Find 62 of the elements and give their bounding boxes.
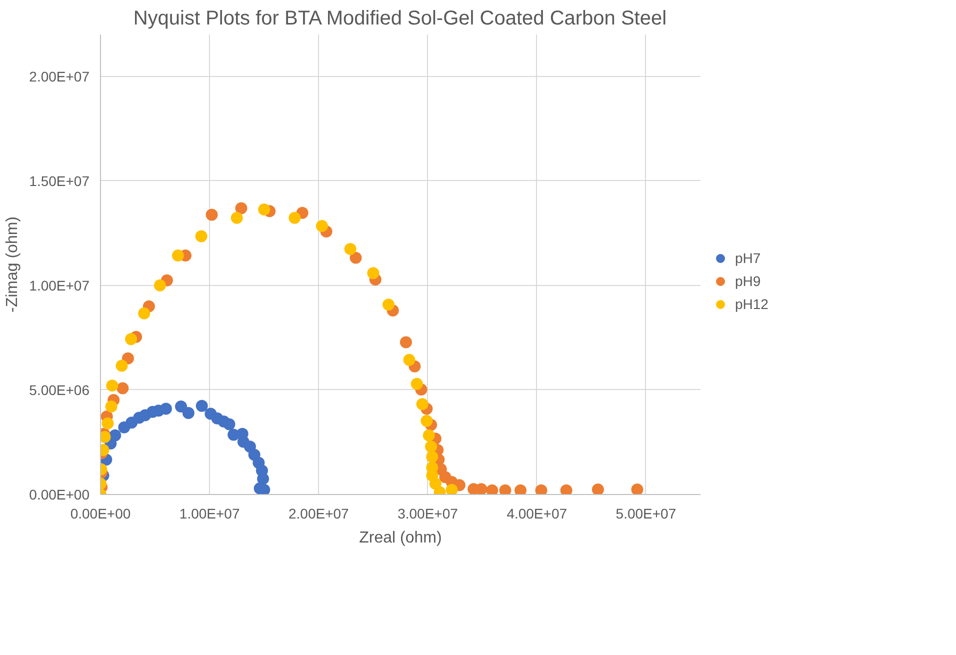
- chart-title: Nyquist Plots for BTA Modified Sol-Gel Coated Carbon Steel: [133, 8, 667, 30]
- y-tick-label: 2.00E+07: [29, 68, 90, 84]
- point: [350, 252, 362, 264]
- point: [420, 414, 433, 427]
- point: [410, 378, 423, 390]
- point: [182, 406, 194, 419]
- x-tick-label: 0.00E+00: [70, 506, 131, 522]
- point: [316, 220, 328, 232]
- point: [446, 484, 458, 494]
- point: [172, 250, 184, 262]
- point: [125, 333, 138, 346]
- point: [514, 484, 526, 494]
- x-tick-label: 4.00E+07: [506, 506, 568, 522]
- point: [416, 398, 428, 410]
- x-axis-title: Zreal (ohm): [359, 530, 442, 546]
- point: [206, 208, 218, 221]
- legend-label: pH7: [735, 250, 761, 266]
- point: [138, 307, 150, 320]
- point: [560, 484, 572, 494]
- y-tick-label: 1.50E+07: [29, 172, 90, 189]
- y-tick-label: 5.00E+06: [29, 382, 90, 398]
- point: [116, 382, 129, 394]
- point: [122, 352, 134, 364]
- y-axis-title: -Zimag (ohm): [4, 216, 22, 313]
- point: [429, 478, 442, 490]
- point: [592, 483, 604, 494]
- point: [288, 212, 301, 224]
- point: [230, 212, 243, 224]
- point: [105, 400, 118, 412]
- point: [235, 202, 248, 214]
- legend-label: pH12: [735, 296, 768, 312]
- point: [631, 483, 644, 494]
- point: [175, 400, 188, 412]
- point: [535, 484, 548, 494]
- point: [426, 450, 438, 463]
- point: [258, 204, 270, 216]
- point: [196, 400, 208, 412]
- point: [154, 279, 166, 292]
- point: [109, 429, 122, 442]
- y-tick-label: 0.00E+00: [29, 486, 90, 502]
- point: [486, 484, 498, 494]
- point: [403, 354, 416, 366]
- point: [499, 484, 512, 494]
- y-tick-label: 1.00E+07: [29, 277, 90, 294]
- point: [257, 472, 270, 485]
- point: [425, 440, 438, 453]
- point: [382, 298, 394, 311]
- point: [422, 429, 435, 442]
- x-tick-label: 5.00E+07: [616, 506, 676, 522]
- point: [223, 418, 236, 430]
- point: [400, 336, 412, 348]
- point: [344, 243, 356, 256]
- point: [106, 380, 118, 392]
- point: [116, 360, 128, 372]
- x-tick-label: 3.00E+07: [398, 506, 458, 522]
- x-tick-label: 2.00E+07: [288, 506, 350, 522]
- point: [195, 230, 208, 242]
- point: [102, 417, 114, 430]
- point: [160, 402, 172, 415]
- point: [367, 267, 380, 280]
- legend-label: pH9: [735, 273, 761, 289]
- x-tick-label: 1.00E+07: [179, 506, 240, 522]
